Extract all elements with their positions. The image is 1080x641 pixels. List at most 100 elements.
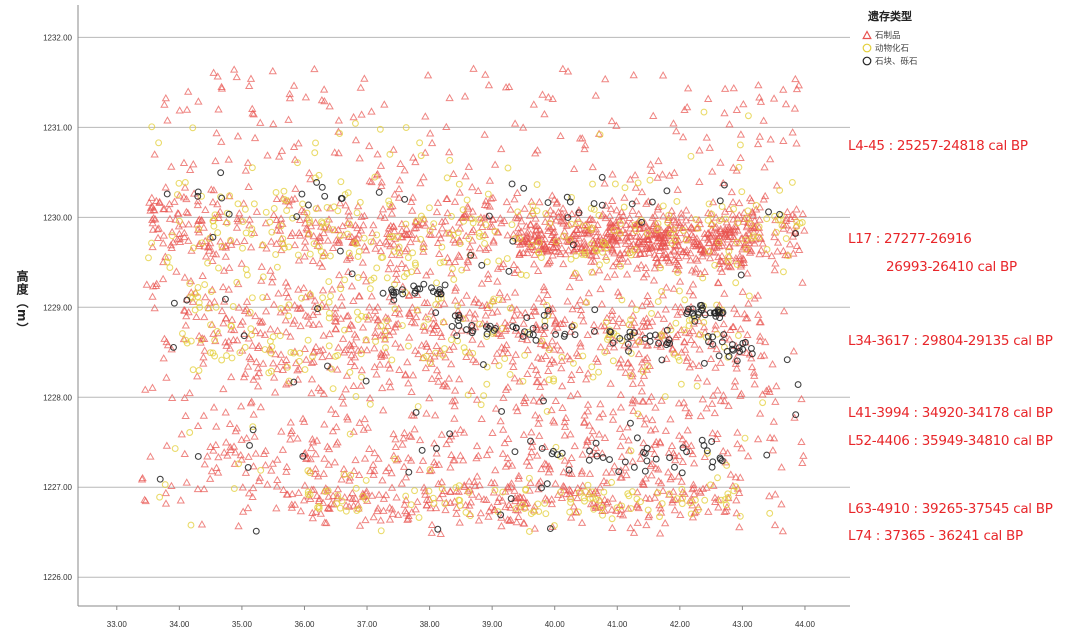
data-point-artifact xyxy=(766,135,775,143)
data-point-artifact xyxy=(631,183,641,191)
data-point-fauna xyxy=(558,353,566,361)
data-point-artifact xyxy=(687,266,697,274)
data-point-fauna xyxy=(206,349,214,357)
data-point-artifact xyxy=(642,297,652,305)
data-point-artifact xyxy=(735,238,744,247)
data-point-artifact xyxy=(423,298,432,307)
data-point-artifact xyxy=(392,456,401,464)
data-point-artifact xyxy=(277,357,286,366)
data-point-artifact xyxy=(383,360,393,368)
data-point-artifact xyxy=(750,239,759,247)
data-point-stone xyxy=(194,453,202,460)
data-point-artifact xyxy=(681,403,690,412)
data-point-artifact xyxy=(691,507,700,515)
data-point-artifact xyxy=(567,469,576,477)
data-point-stone xyxy=(249,426,257,434)
data-point-artifact xyxy=(227,240,236,248)
data-point-artifact xyxy=(588,162,597,171)
data-point-artifact xyxy=(377,181,386,189)
data-point-artifact xyxy=(373,504,383,512)
data-point-artifact xyxy=(302,355,311,363)
data-point-artifact xyxy=(609,343,619,351)
data-point-artifact xyxy=(791,74,800,83)
data-point-artifact xyxy=(540,234,550,243)
data-point-artifact xyxy=(173,235,182,243)
data-point-artifact xyxy=(339,399,348,407)
data-point-artifact xyxy=(401,246,410,255)
data-point-artifact xyxy=(293,375,303,383)
annotation-l4-45: L4-45 : 25257-24818 cal BP xyxy=(848,138,1028,154)
data-point-artifact xyxy=(468,182,477,191)
data-point-artifact xyxy=(358,323,368,331)
data-point-artifact xyxy=(450,197,460,205)
data-point-artifact xyxy=(641,244,650,252)
data-point-artifact xyxy=(246,354,256,363)
data-point-artifact xyxy=(503,515,512,523)
data-point-artifact xyxy=(644,397,654,405)
data-point-fauna xyxy=(454,302,462,310)
data-point-fauna xyxy=(560,232,568,240)
data-point-artifact xyxy=(425,346,434,355)
data-point-artifact xyxy=(269,119,278,128)
data-point-artifact xyxy=(381,490,391,499)
data-point-artifact xyxy=(235,209,244,217)
data-point-artifact xyxy=(730,304,739,312)
data-point-fauna xyxy=(705,200,713,208)
data-point-fauna xyxy=(670,350,678,358)
data-point-artifact xyxy=(353,500,363,508)
data-point-artifact xyxy=(290,316,299,324)
data-point-artifact xyxy=(301,311,310,319)
data-point-artifact xyxy=(610,270,619,278)
data-point-artifact xyxy=(469,355,478,363)
data-point-artifact xyxy=(246,243,256,251)
data-point-fauna xyxy=(373,231,381,239)
data-point-stone xyxy=(646,332,654,340)
data-point-stone xyxy=(736,348,744,355)
data-point-artifact xyxy=(657,396,666,404)
data-point-artifact xyxy=(440,379,449,388)
data-point-artifact xyxy=(625,232,634,240)
data-point-artifact xyxy=(544,366,553,374)
data-point-stone xyxy=(521,328,529,336)
data-point-artifact xyxy=(646,160,655,168)
data-point-artifact xyxy=(557,356,567,364)
data-point-fauna xyxy=(414,403,422,410)
data-point-artifact xyxy=(162,441,172,449)
y-tick-label: 1230.00 xyxy=(43,213,72,222)
data-point-fauna xyxy=(327,292,334,300)
data-point-artifact xyxy=(276,214,286,222)
data-point-artifact xyxy=(548,336,557,345)
data-point-artifact xyxy=(261,460,270,469)
data-point-stone xyxy=(655,339,663,347)
data-point-artifact xyxy=(445,93,454,102)
data-point-artifact xyxy=(670,168,679,176)
data-point-artifact xyxy=(222,341,231,349)
y-tick-label: 1226.00 xyxy=(43,573,72,582)
data-point-artifact xyxy=(661,249,670,257)
data-point-artifact xyxy=(161,499,171,507)
data-point-fauna xyxy=(766,509,774,517)
data-point-artifact xyxy=(276,350,286,358)
data-point-artifact xyxy=(671,217,680,226)
data-point-artifact xyxy=(502,197,511,206)
data-point-stone xyxy=(590,200,598,207)
data-point-artifact xyxy=(577,244,586,252)
data-point-fauna xyxy=(643,229,651,237)
data-point-artifact xyxy=(450,401,459,410)
data-point-artifact xyxy=(449,169,458,178)
data-point-fauna xyxy=(674,269,682,277)
data-point-artifact xyxy=(727,187,736,196)
data-point-artifact xyxy=(481,311,490,319)
data-point-artifact xyxy=(346,320,355,328)
data-point-stone xyxy=(336,247,344,255)
data-point-artifact xyxy=(675,277,685,285)
data-point-artifact xyxy=(290,240,300,249)
data-point-fauna xyxy=(572,269,579,277)
data-point-stone xyxy=(590,327,598,335)
data-point-artifact xyxy=(359,425,368,433)
data-point-artifact xyxy=(330,458,340,466)
data-point-artifact xyxy=(743,269,752,277)
data-point-artifact xyxy=(608,170,617,178)
data-point-artifact xyxy=(385,377,394,385)
data-point-artifact xyxy=(736,153,745,161)
